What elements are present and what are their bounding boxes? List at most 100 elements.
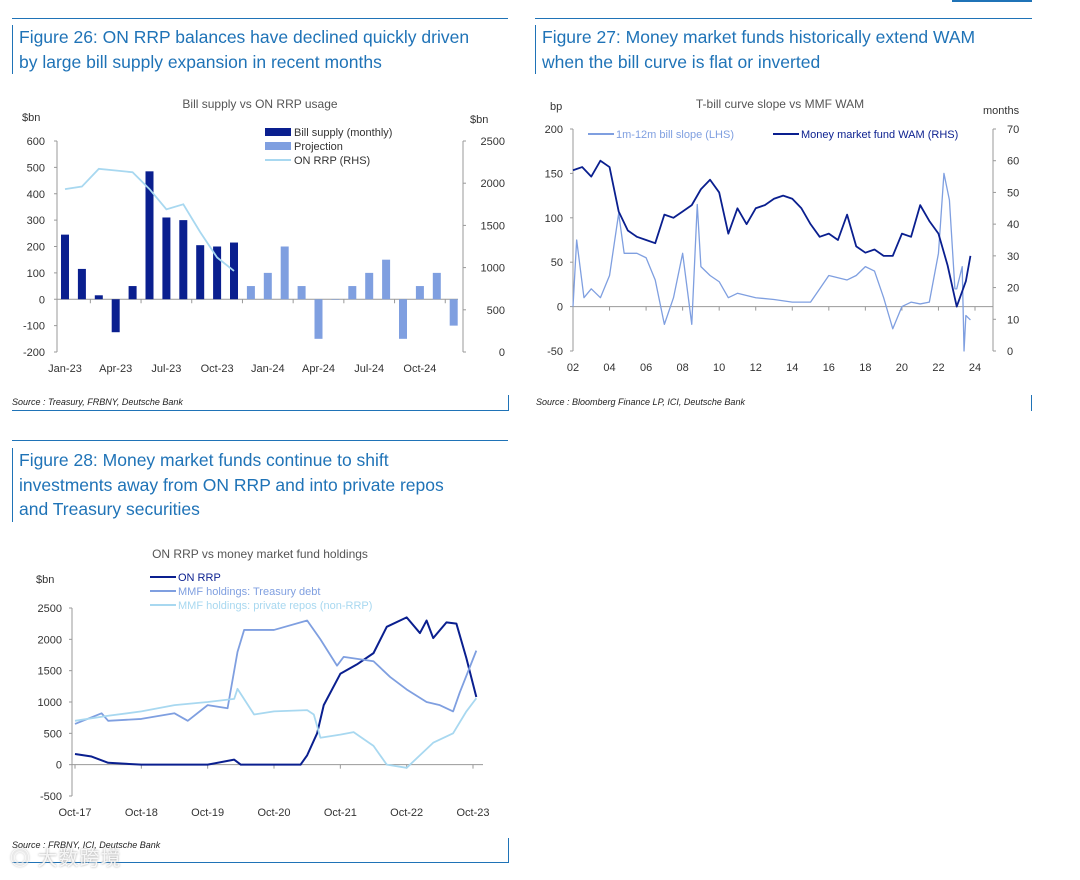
- chart-title: ON RRP vs money market fund holdings: [152, 547, 368, 561]
- bar: [415, 286, 424, 300]
- x-tick-label: Oct-23: [201, 363, 234, 375]
- chart-title: Bill supply vs ON RRP usage: [182, 97, 338, 111]
- y-tick-label: 2000: [38, 634, 62, 646]
- bar: [449, 299, 458, 326]
- series-line: [74, 616, 478, 766]
- x-tick-label: 08: [677, 362, 689, 374]
- fig27-top-rule: [535, 18, 1032, 19]
- x-tick-label: 24: [969, 362, 981, 374]
- legend-label: ON RRP (RHS): [294, 155, 370, 167]
- bar: [128, 286, 137, 300]
- fig28-top-rule: [12, 440, 508, 441]
- y-right-tick-label: 0: [499, 347, 505, 359]
- bar: [432, 272, 441, 300]
- x-tick-label: Oct-23: [456, 807, 489, 819]
- fig27-chart: T-bill curve slope vs MMF WAMbp200150100…: [545, 97, 1020, 374]
- fig28-source: Source : FRBNY, ICI, Deutsche Bank: [12, 840, 161, 850]
- x-tick-label: Jan-23: [48, 363, 82, 375]
- legend-swatch: [265, 142, 291, 150]
- y-right-tick-label: 40: [1007, 219, 1019, 231]
- x-tick-label: 04: [603, 362, 615, 374]
- y-axis-label: bp: [550, 101, 562, 113]
- y-tick-label: 100: [545, 213, 563, 225]
- fig26-top-rule: [12, 18, 508, 19]
- fig27-title: Figure 27: Money market funds historical…: [535, 25, 975, 74]
- y-tick-label: 0: [39, 294, 45, 306]
- y-tick-label: 50: [551, 257, 563, 269]
- legend-label: Projection: [294, 141, 343, 153]
- bar: [179, 220, 188, 300]
- y-axis-label: $bn: [36, 574, 54, 586]
- x-tick-label: Oct-18: [125, 807, 158, 819]
- legend-label: 1m-12m bill slope (LHS): [616, 129, 734, 141]
- bar: [246, 286, 255, 300]
- y-right-tick-label: 60: [1007, 156, 1019, 168]
- bar: [399, 299, 407, 339]
- y-right-tick-label: 500: [487, 305, 505, 317]
- y-axis-right-label: $bn: [470, 114, 488, 126]
- header-accent-bar: [952, 0, 1032, 2]
- x-tick-label: 16: [823, 362, 835, 374]
- y-tick-label: 600: [27, 136, 45, 148]
- x-tick-label: Apr-23: [99, 363, 132, 375]
- bar: [382, 259, 391, 300]
- y-axis-label: $bn: [22, 112, 40, 124]
- legend-label: MMF holdings: Treasury debt: [178, 586, 320, 598]
- fig26-right-rule: [508, 395, 509, 410]
- fig28-title-line: and Treasury securities: [19, 499, 200, 519]
- series-line: [572, 172, 971, 352]
- x-tick-label: Oct-22: [390, 807, 423, 819]
- y-right-tick-label: 50: [1007, 187, 1019, 199]
- y-tick-label: 0: [557, 302, 563, 314]
- bar: [94, 295, 103, 300]
- fig28-title: Figure 28: Money market funds continue t…: [12, 448, 444, 522]
- y-tick-label: 200: [27, 242, 45, 254]
- fig26-title-line: Figure 26: ON RRP balances have declined…: [19, 27, 470, 47]
- y-tick-label: 300: [27, 215, 45, 227]
- fig28-bottom-rule: [12, 862, 509, 863]
- fig27-title-line: Figure 27: Money market funds historical…: [542, 27, 976, 47]
- x-tick-label: Apr-24: [302, 363, 335, 375]
- bar: [213, 246, 222, 300]
- bar: [348, 286, 357, 300]
- y-tick-label: 1000: [38, 697, 62, 709]
- x-tick-label: Oct-19: [191, 807, 224, 819]
- x-tick-label: Oct-20: [257, 807, 290, 819]
- fig26-chart: Bill supply vs ON RRP usage $bn $bn 600 500 4…: [22, 97, 505, 375]
- legend-label: MMF holdings: private repos (non-RRP): [178, 600, 372, 612]
- y-tick-label: -100: [23, 321, 45, 333]
- x-tick-label: 22: [932, 362, 944, 374]
- fig27-title-line: when the bill curve is flat or inverted: [542, 51, 821, 72]
- y-right-tick-label: 30: [1007, 251, 1019, 263]
- y-tick-label: 1500: [38, 666, 62, 678]
- y-right-tick-label: 1500: [481, 220, 505, 232]
- y-tick-label: 500: [27, 162, 45, 174]
- bar: [145, 171, 154, 300]
- x-tick-label: 10: [713, 362, 725, 374]
- y-right-tick-label: 2000: [481, 178, 505, 190]
- fig27-right-rule: [1031, 395, 1032, 411]
- y-tick-label: 0: [56, 760, 62, 772]
- bar: [162, 217, 171, 300]
- fig26-bottom-rule: [12, 410, 509, 411]
- x-tick-label: 06: [640, 362, 652, 374]
- fig26-title-line: by large bill supply expansion in recent…: [19, 51, 382, 72]
- x-tick-label: Oct-24: [403, 363, 436, 375]
- bar: [77, 268, 86, 300]
- fig28-chart: ON RRP vs money market fund holdings $bn 2…: [36, 547, 490, 819]
- x-tick-label: Jul-24: [354, 363, 384, 375]
- x-tick-label: 18: [859, 362, 871, 374]
- x-tick-label: 02: [567, 362, 579, 374]
- bar: [61, 234, 69, 300]
- y-right-tick-label: 70: [1007, 124, 1019, 136]
- fig28-title-line: investments away from ON RRP and into pr…: [19, 474, 444, 495]
- y-tick-label: 150: [545, 168, 563, 180]
- y-tick-label: 200: [545, 124, 563, 136]
- watermark-logo: ◎ 大数跨境: [10, 848, 122, 870]
- legend-label: Money market fund WAM (RHS): [801, 129, 958, 141]
- x-tick-label: 14: [786, 362, 798, 374]
- x-tick-label: 20: [896, 362, 908, 374]
- fig28-title-line: Figure 28: Money market funds continue t…: [19, 450, 389, 470]
- line-on-rrp: [64, 167, 235, 272]
- bar: [196, 245, 205, 300]
